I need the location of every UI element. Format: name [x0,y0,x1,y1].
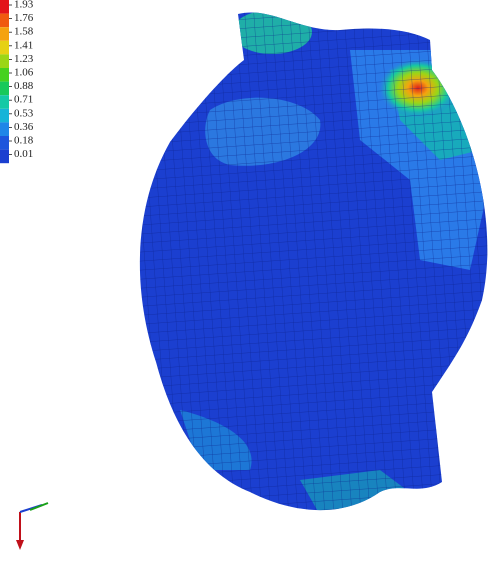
legend-label: 0.71 [14,94,33,106]
legend-swatch [0,136,9,150]
legend-label: 1.93 [14,0,34,11]
legend-label: 0.88 [14,80,34,92]
legend-swatch [0,27,9,41]
legend-label: 1.76 [14,12,34,24]
legend-swatch [0,0,9,14]
legend-label: 1.41 [14,39,33,51]
legend-swatch [0,109,9,123]
legend-label: 1.06 [14,67,34,79]
contour-scene: 1.931.76 1.581.41 1.23 1.060.88 0.710.53 0.36… [0,0,496,563]
legend-label: 0.53 [14,107,34,119]
legend-swatch [0,54,9,68]
legend-swatch [0,150,9,164]
legend-swatch [0,41,9,55]
viewport: 1.931.76 1.581.41 1.23 1.060.88 0.710.53 0.36… [0,0,496,563]
legend-swatch [0,82,9,96]
legend-label: 1.58 [14,26,34,38]
model-body [130,0,496,563]
legend-swatch [0,122,9,136]
legend-label: 0.01 [14,148,33,160]
legend-swatch [0,68,9,82]
legend-label: 0.36 [14,121,34,133]
axis-triad [16,503,48,550]
legend: 1.931.76 1.581.41 1.23 1.060.88 0.710.53 0.36… [0,0,34,163]
legend-swatch [0,95,9,109]
legend-label: 0.18 [14,135,34,147]
legend-swatch [0,14,9,28]
legend-label: 1.23 [14,53,34,65]
